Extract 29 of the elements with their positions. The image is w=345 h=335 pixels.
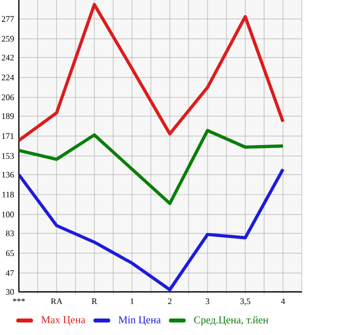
x-tick-label: 2 bbox=[168, 298, 172, 304]
x-tick-label: 1 bbox=[130, 298, 134, 304]
y-tick-label: 171 bbox=[2, 133, 14, 139]
x-tick-label: RA bbox=[50, 298, 62, 304]
y-tick-label: 30 bbox=[6, 289, 14, 295]
y-tick-label: 259 bbox=[2, 36, 14, 42]
legend-label: Max Цена bbox=[41, 316, 86, 326]
y-tick-label: 153 bbox=[2, 153, 14, 159]
x-tick-label: R bbox=[92, 298, 98, 304]
y-tick-label: 83 bbox=[6, 230, 14, 236]
line-series bbox=[18, 168, 285, 292]
x-tick-label: 3,5 bbox=[240, 298, 250, 306]
y-tick-label: 47 bbox=[6, 270, 14, 276]
legend-label: Сред.Цена, т.йен bbox=[194, 316, 268, 326]
line-series bbox=[18, 128, 285, 206]
line-series bbox=[18, 2, 285, 142]
y-tick-label: 100 bbox=[2, 212, 14, 218]
x-tick-label: 4 bbox=[281, 298, 285, 304]
y-tick-label: 206 bbox=[2, 94, 14, 100]
y-tick-label: 136 bbox=[2, 172, 14, 178]
y-tick-label: 242 bbox=[2, 54, 14, 60]
x-tick-label: 3 bbox=[206, 298, 210, 304]
x-tick-label: *** bbox=[12, 298, 25, 302]
y-tick-label: 65 bbox=[6, 250, 14, 256]
y-tick-label: 118 bbox=[2, 192, 14, 198]
y-tick-label: 224 bbox=[2, 74, 14, 80]
legend-label: Min Цена bbox=[118, 316, 161, 326]
y-tick-label: 277 bbox=[2, 16, 14, 22]
y-tick-label: 189 bbox=[2, 113, 14, 120]
